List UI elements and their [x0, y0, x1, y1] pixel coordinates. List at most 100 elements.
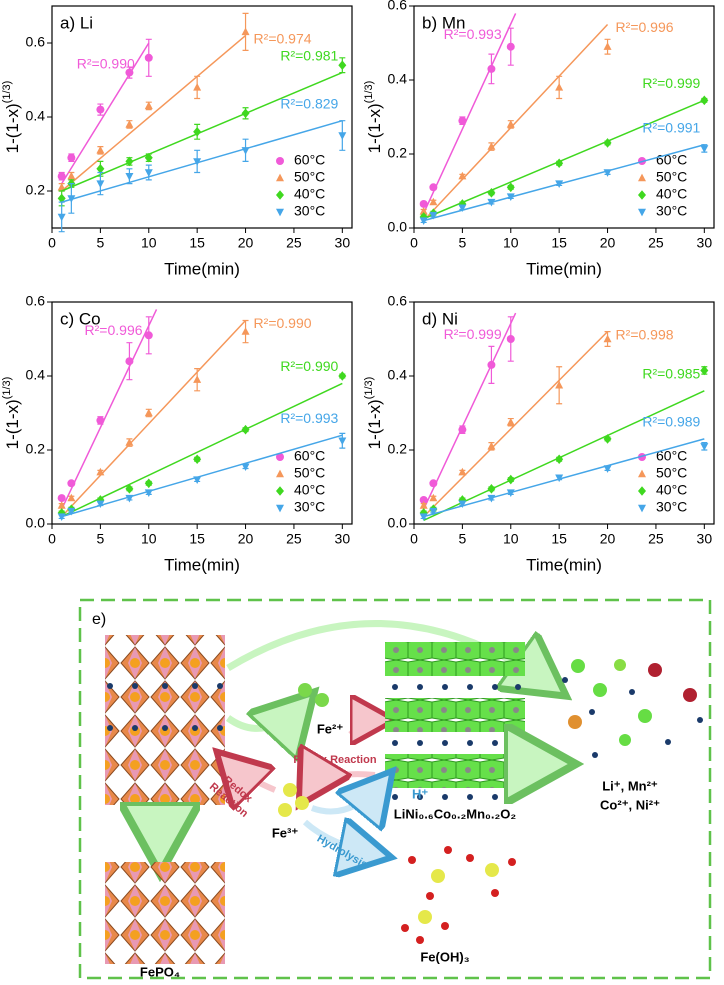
marker: [458, 204, 467, 213]
marker: [96, 500, 105, 509]
legend-marker: [276, 157, 284, 165]
marker: [67, 479, 76, 488]
r2-label: R²=0.990: [280, 358, 338, 374]
y-tick-label: 0.0: [388, 515, 408, 531]
marker: [419, 206, 428, 215]
x-tick-label: 15: [551, 531, 567, 547]
fit-line: [423, 331, 609, 518]
marker: [429, 211, 438, 220]
marker: [429, 183, 438, 192]
x-tick-label: 25: [648, 531, 664, 547]
marker: [429, 493, 438, 502]
x-tick-label: 30: [697, 531, 713, 547]
fit-line: [423, 99, 705, 220]
marker: [458, 425, 467, 434]
x-tick-label: 10: [503, 235, 519, 251]
arrow: [302, 822, 380, 855]
marker: [57, 182, 66, 191]
r2-label: R²=0.996: [85, 322, 143, 338]
marker: [429, 479, 438, 488]
x-tick-label: 30: [697, 235, 713, 251]
fit-line: [423, 438, 705, 518]
marker: [193, 375, 202, 383]
h-plus-label: H⁺: [412, 786, 428, 801]
marker: [241, 327, 250, 335]
y-axis-label-exponent: (1/3): [1, 377, 13, 400]
x-tick-label: 25: [286, 531, 302, 547]
marker: [700, 365, 709, 376]
marker: [487, 360, 496, 369]
legend-marker: [276, 190, 284, 200]
x-tick-label: 10: [141, 235, 157, 251]
marker: [555, 380, 564, 389]
y-tick-label: 0.0: [388, 219, 408, 235]
legend-label: 60°C: [294, 448, 325, 464]
x-tick-label: 5: [96, 531, 104, 547]
x-axis-label: Time(min): [164, 555, 240, 574]
marker: [338, 437, 347, 446]
marker: [144, 152, 153, 163]
marker: [125, 68, 134, 77]
y-tick-label: 0.6: [26, 293, 46, 309]
marker: [125, 173, 134, 181]
marker: [487, 484, 496, 494]
legend-label: 40°C: [656, 482, 687, 498]
marker: [241, 424, 250, 435]
arrow: [310, 780, 385, 812]
legend-label: 30°C: [294, 203, 325, 219]
marker: [603, 42, 612, 50]
y-axis-label-exponent: (1/3): [363, 377, 375, 400]
y-axis-label: 1-(1-x)(1/3): [1, 81, 23, 154]
lifepo4-label: LiFePO₄: [134, 809, 186, 824]
legend: 60°C50°C40°C30°C: [276, 448, 325, 515]
marker: [193, 83, 202, 91]
y-axis-label-exponent: (1/3): [363, 81, 375, 104]
marker: [555, 474, 564, 483]
marker: [57, 501, 66, 509]
legend-label: 40°C: [294, 482, 325, 498]
fe-oh3-molecules: [401, 846, 516, 944]
marker: [193, 476, 202, 484]
legend-marker: [276, 469, 284, 478]
marker: [506, 474, 515, 485]
x-tick-label: 15: [551, 235, 567, 251]
x-tick-label: 15: [189, 531, 205, 547]
chart-title: a) Li: [60, 13, 93, 32]
legend-label: 30°C: [656, 203, 687, 219]
legend-marker: [638, 190, 646, 200]
marker: [67, 507, 76, 516]
fit-line: [422, 13, 517, 214]
legend-label: 30°C: [294, 499, 325, 515]
marker: [419, 199, 428, 208]
fit-line: [61, 319, 247, 518]
fit-line: [422, 312, 517, 510]
y-axis-label-main: 1-(1-x): [365, 399, 384, 449]
r2-label: R²=0.981: [280, 47, 338, 63]
marker: [193, 158, 202, 166]
marker: [487, 198, 496, 207]
y-tick-label: 0.4: [388, 367, 408, 383]
y-axis-label-exponent: (1/3): [1, 81, 13, 104]
marker: [429, 197, 438, 206]
y-axis-label: 1-(1-x)(1/3): [363, 377, 385, 450]
marker: [700, 145, 709, 153]
x-tick-label: 20: [238, 531, 254, 547]
x-tick-label: 20: [600, 531, 616, 547]
fit-line: [423, 23, 609, 222]
legend-label: 50°C: [294, 169, 325, 185]
legend-marker: [638, 504, 646, 513]
fit-line: [61, 119, 343, 203]
leached-ions: [562, 659, 703, 758]
y-axis-label-main: 1-(1-x): [3, 399, 22, 449]
marker: [487, 188, 496, 198]
marker: [700, 443, 709, 451]
fe3-ions: [278, 783, 309, 817]
marker: [125, 357, 134, 366]
marker: [506, 489, 515, 497]
nmc-layer: [385, 698, 525, 732]
plot-frame: [413, 301, 715, 525]
fit-line: [61, 42, 150, 184]
fit-line: [61, 35, 247, 192]
y-tick-label: 0.4: [26, 367, 46, 383]
